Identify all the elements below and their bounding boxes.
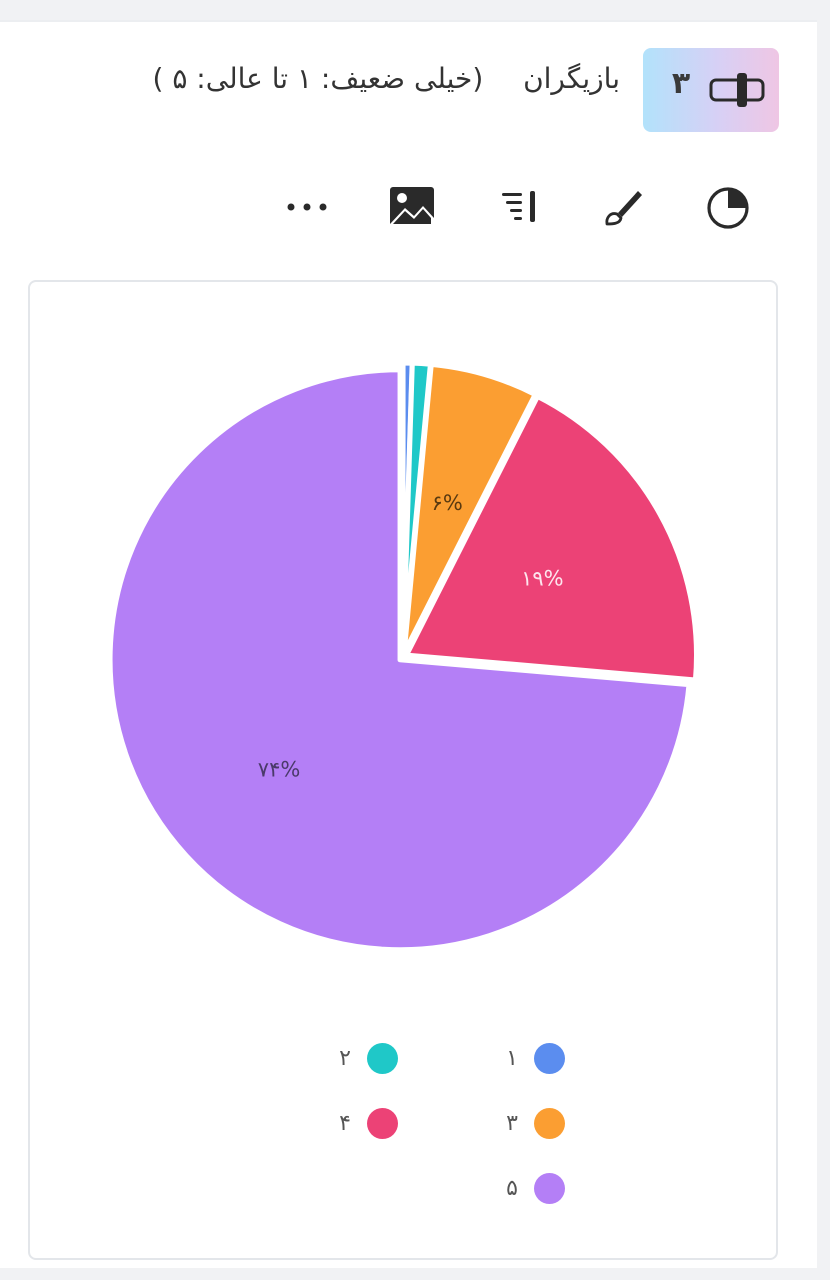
legend-item-5[interactable]: ۵ — [502, 1171, 565, 1205]
legend-label: ۴ — [339, 1110, 351, 1136]
pie-chart-icon[interactable] — [704, 182, 754, 232]
more-dots-icon[interactable] — [283, 182, 333, 232]
pie-slice-5[interactable] — [107, 367, 692, 953]
image-icon[interactable] — [387, 182, 437, 232]
pie-slice-3[interactable] — [401, 361, 538, 656]
legend-swatch — [534, 1172, 565, 1204]
question-header: بازیگران (خیلی ضعیف: ۱ تا عالی: ۵ ) — [153, 62, 620, 95]
pie-chart: ۶% ۱۹% ۷۴% — [107, 360, 699, 953]
legend-item-1[interactable]: ۱ — [502, 1041, 565, 1075]
legend-label: ۱ — [506, 1045, 518, 1071]
legend-label: ۵ — [506, 1175, 518, 1201]
side-strip — [817, 0, 830, 1280]
question-title: بازیگران — [523, 62, 620, 95]
chart-card: ۶% ۱۹% ۷۴% — [28, 280, 778, 1260]
question-scale-note: (خیلی ضعیف: ۱ تا عالی: ۵ ) — [152, 62, 484, 95]
legend-label: ۲ — [339, 1045, 351, 1071]
legend-item-4[interactable]: ۴ — [335, 1106, 398, 1140]
pie-label-3: ۶% — [432, 491, 463, 515]
pie-label-5: ۷۴% — [258, 758, 301, 782]
legend-swatch — [534, 1042, 565, 1074]
pie-label-4: ۱۹% — [521, 566, 564, 590]
legend-item-2[interactable]: ۲ — [335, 1041, 398, 1075]
legend-swatch — [367, 1042, 398, 1074]
legend-label: ۳ — [506, 1110, 518, 1136]
brush-icon[interactable] — [598, 182, 648, 232]
legend-swatch — [534, 1107, 565, 1139]
sort-lines-icon[interactable] — [498, 182, 548, 232]
legend-swatch — [367, 1107, 398, 1139]
slider-scale-icon — [709, 73, 765, 107]
pie-slice-4[interactable] — [403, 393, 699, 683]
legend-item-3[interactable]: ۳ — [502, 1106, 565, 1140]
divider — [0, 20, 817, 22]
question-number: ۳ — [671, 66, 691, 101]
question-number-badge: ۳ — [643, 48, 779, 132]
